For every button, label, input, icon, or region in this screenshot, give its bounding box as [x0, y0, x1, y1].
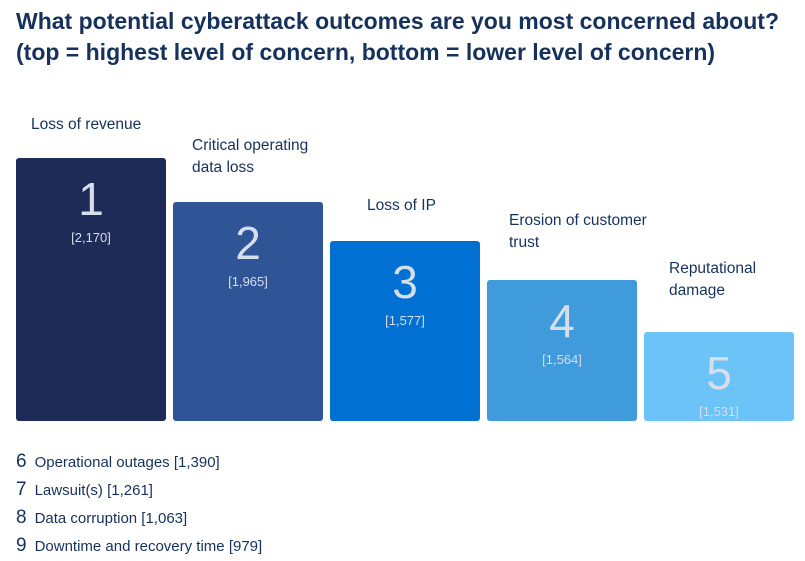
bar-3: 3 [1,577]	[330, 241, 480, 421]
bar-4: 4 [1,564]	[487, 280, 637, 421]
bar-2: 2 [1,965]	[173, 202, 323, 421]
bar-value-label: [1,965]	[228, 274, 268, 289]
bar-category-label: Loss of IP	[367, 197, 436, 214]
bar-5: 5 [1,531]	[644, 332, 794, 421]
list-rank: 7	[16, 479, 27, 500]
other-outcomes-list: 6 Operational outages [1,390] 7 Lawsuit(s)…	[16, 448, 262, 560]
bar-value-label: [2,170]	[71, 230, 111, 245]
bar-value-label: [1,564]	[542, 352, 582, 367]
list-item: 9 Downtime and recovery time [979]	[16, 532, 262, 560]
bar-rank: 3	[392, 256, 418, 308]
chart-title: What potential cyberattack outcomes are …	[16, 8, 779, 65]
list-label: Lawsuit(s) [1,261]	[34, 482, 153, 499]
list-item: 6 Operational outages [1,390]	[16, 448, 262, 476]
list-item: 7 Lawsuit(s) [1,261]	[16, 476, 262, 504]
bar-value-label: [1,531]	[699, 404, 739, 419]
list-label: Downtime and recovery time [979]	[34, 538, 263, 555]
bar-category-label: Reputational damage	[669, 260, 757, 299]
bar-rank: 5	[706, 347, 732, 399]
list-rank: 9	[16, 535, 27, 556]
list-item: 8 Data corruption [1,063]	[16, 504, 262, 532]
bar-rank: 4	[549, 295, 575, 347]
bar-rank: 2	[235, 217, 261, 269]
list-rank: 6	[16, 451, 27, 472]
list-rank: 8	[16, 507, 27, 528]
bar-rank: 1	[78, 173, 104, 225]
bar-category-label: Erosion of customer trust	[509, 212, 647, 251]
bar-category-label: Critical operating data loss	[192, 137, 309, 176]
bar-1: 1 [2,170]	[16, 158, 166, 421]
list-label: Operational outages [1,390]	[34, 454, 220, 471]
bar-value-label: [1,577]	[385, 313, 425, 328]
list-label: Data corruption [1,063]	[34, 510, 188, 527]
bar-category-label: Loss of revenue	[31, 116, 142, 133]
